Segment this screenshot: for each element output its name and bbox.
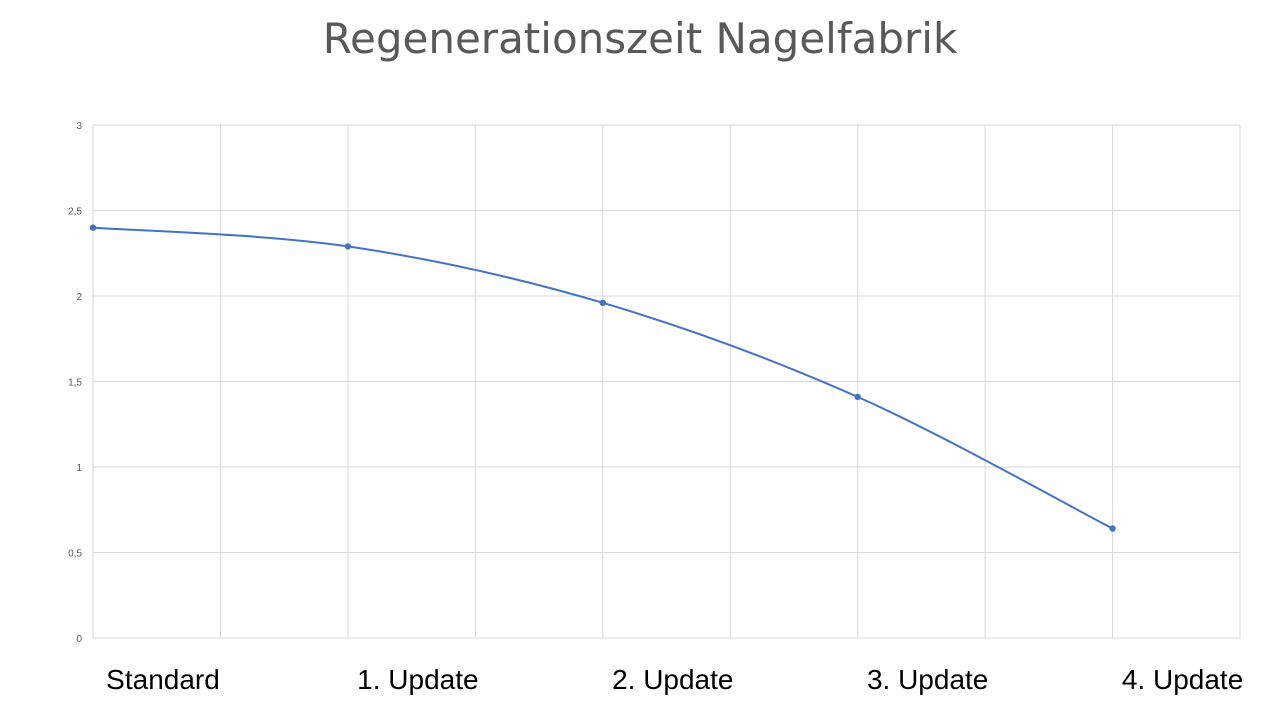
x-category-label: 3. Update: [867, 664, 988, 695]
series-layer: [89, 224, 1116, 532]
x-category-label: 1. Update: [357, 664, 478, 695]
data-point: [599, 299, 606, 307]
chart-title: Regenerationszeit Nagelfabrik: [322, 14, 958, 63]
y-tick-label: 2,5: [68, 207, 82, 218]
data-point: [344, 243, 352, 250]
x-category-label: 4. Update: [1122, 664, 1243, 695]
x-axis-labels: Standard 1. Update 2. Update 3. Update 4. Up…: [106, 664, 1243, 695]
y-tick-label: 1,5: [68, 378, 82, 389]
y-tick-label: 1: [76, 463, 82, 474]
data-point: [1109, 525, 1116, 532]
grid-layer: [92, 124, 1241, 639]
y-tick-label: 2: [76, 292, 82, 303]
data-point: [854, 393, 861, 401]
x-category-label: 2. Update: [612, 664, 733, 695]
data-point: [89, 224, 97, 231]
y-tick-label: 0: [76, 634, 82, 645]
y-tick-label: 3: [76, 121, 82, 132]
y-axis-ticks: 0 0,5 1 1,5 2 2,5 3: [68, 121, 82, 645]
y-tick-label: 0,5: [68, 549, 82, 560]
x-category-label: Standard: [106, 664, 220, 695]
